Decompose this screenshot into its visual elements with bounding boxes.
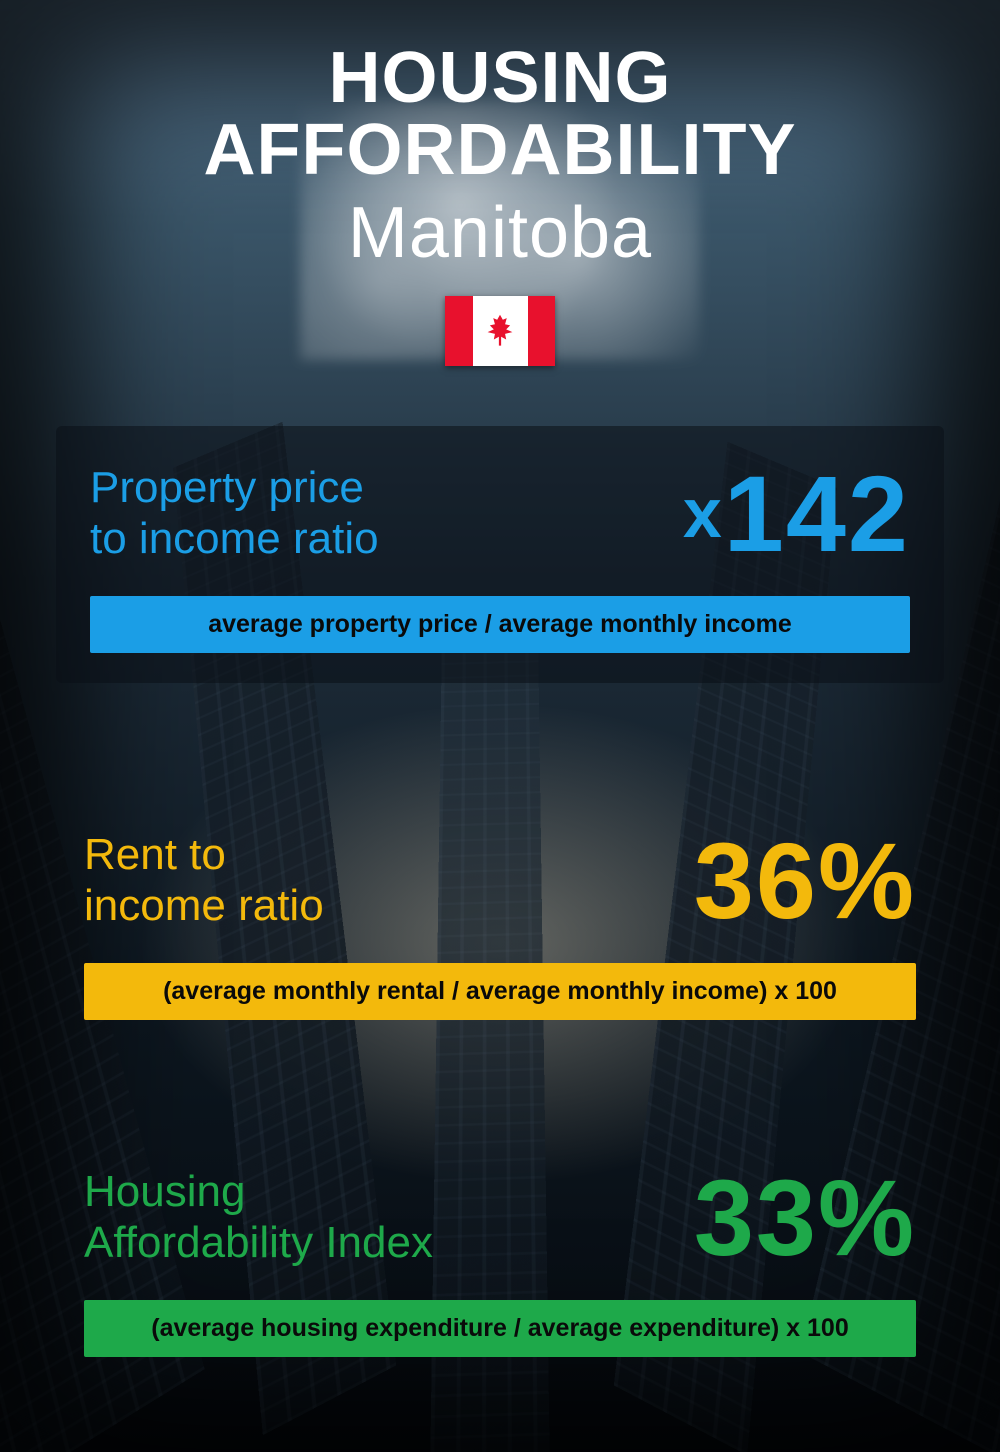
- metric-label: Rent to income ratio: [84, 830, 324, 931]
- formula-bar: average property price / average monthly…: [90, 596, 910, 653]
- metric-value-number: 36: [694, 820, 818, 941]
- metric-value-number: 142: [724, 453, 910, 574]
- metric-value-suffix: %: [818, 820, 916, 941]
- flag-bar-left: [445, 296, 473, 366]
- metric-row: Housing Affordability Index 33%: [84, 1164, 916, 1272]
- metric-label: Property price to income ratio: [90, 463, 379, 564]
- maple-leaf-icon: [482, 313, 518, 349]
- metric-row: Rent to income ratio 36%: [84, 827, 916, 935]
- canada-flag-icon: [445, 296, 555, 366]
- metric-value-prefix: x: [683, 474, 724, 552]
- metric-row: Property price to income ratio x142: [90, 460, 910, 568]
- metric-value: 36%: [694, 827, 916, 935]
- flag-bar-right: [528, 296, 556, 366]
- metric-card-price-to-income: Property price to income ratio x142 aver…: [56, 426, 944, 683]
- metric-label: Housing Affordability Index: [84, 1167, 433, 1268]
- metric-value: x142: [683, 460, 910, 568]
- metric-card-affordability-index: Housing Affordability Index 33% (average…: [56, 1130, 944, 1357]
- flag-bar-center: [473, 296, 528, 366]
- formula-bar: (average monthly rental / average monthl…: [84, 963, 916, 1020]
- page-subtitle: Manitoba: [50, 192, 950, 274]
- content-container: HOUSING AFFORDABILITY Manitoba Property …: [0, 0, 1000, 1357]
- formula-bar: (average housing expenditure / average e…: [84, 1300, 916, 1357]
- metric-value-number: 33: [694, 1157, 818, 1278]
- metric-card-rent-to-income: Rent to income ratio 36% (average monthl…: [56, 793, 944, 1020]
- metric-value-suffix: %: [818, 1157, 916, 1278]
- page-title: HOUSING AFFORDABILITY: [50, 42, 950, 186]
- metric-value: 33%: [694, 1164, 916, 1272]
